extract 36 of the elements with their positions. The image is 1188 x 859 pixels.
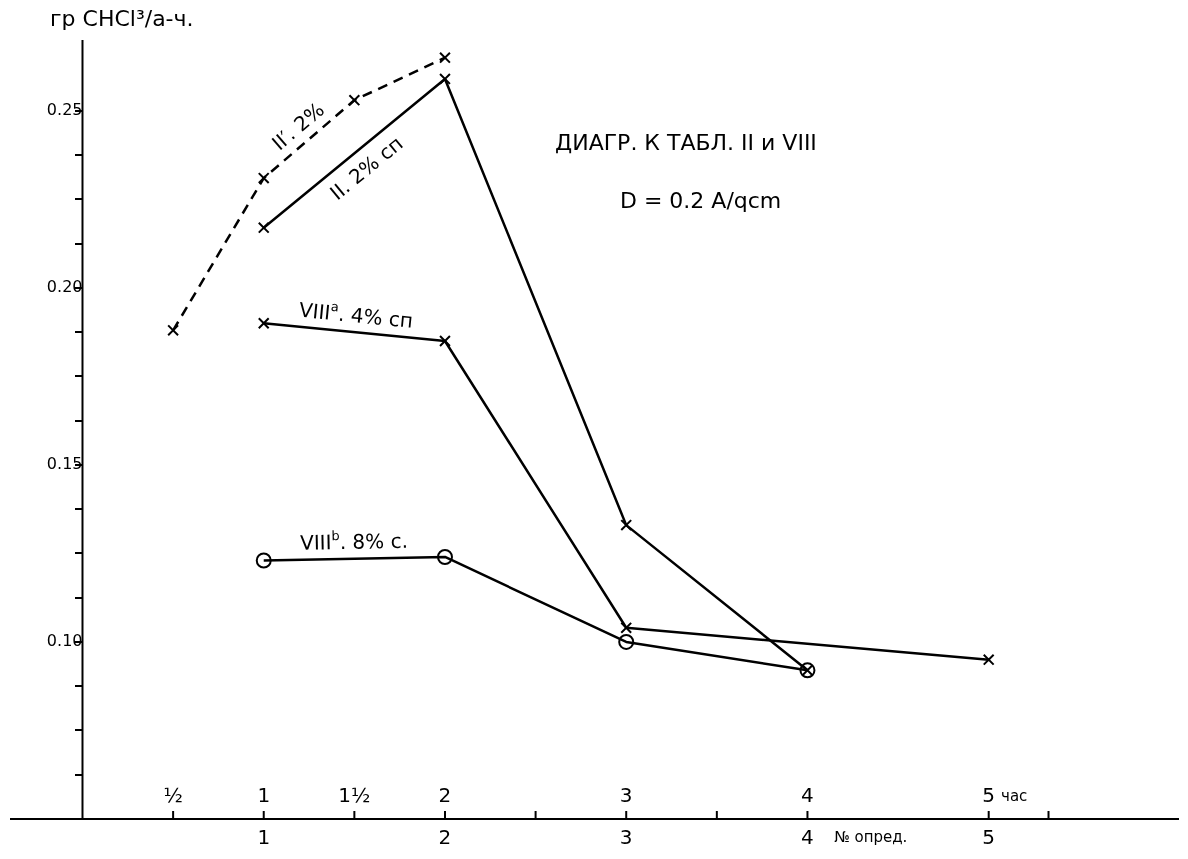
point	[439, 73, 451, 85]
text: VIIIa. 4% сп	[298, 297, 415, 333]
x2-tick-label: ½	[163, 783, 183, 808]
x2-tick-label: 1	[257, 783, 271, 808]
point	[257, 221, 270, 234]
point	[439, 335, 451, 347]
point	[436, 548, 453, 565]
text: ДИАГР. К ТАБЛ. II и VIII	[555, 130, 817, 155]
x-axis-title: № опред.	[834, 828, 908, 847]
point	[348, 94, 361, 107]
x-tick-label: 5	[982, 825, 996, 850]
point	[257, 172, 270, 185]
x2-axis-title: час	[1001, 787, 1028, 806]
x-tick-label: 2	[438, 825, 452, 850]
x-tick-label: 1	[257, 825, 271, 850]
y-tick-label: 0.10	[46, 631, 83, 651]
point	[618, 633, 635, 650]
x-tick-label: 3	[619, 825, 633, 850]
point	[439, 51, 451, 64]
point	[167, 324, 180, 337]
point	[982, 653, 995, 666]
y-tick-label: 0.15	[46, 454, 83, 474]
x2-tick-label: 3	[619, 783, 633, 808]
y-tick-label: 0.25	[46, 99, 83, 119]
x2-tick-label: 5	[982, 783, 996, 808]
text: D = 0.2 A/qcm	[620, 188, 782, 213]
x-tick-label: 4	[801, 825, 814, 850]
x2-tick-label: 4	[801, 783, 814, 808]
point	[620, 519, 633, 532]
point	[257, 317, 270, 330]
point	[255, 552, 272, 569]
point	[620, 621, 633, 634]
x2-tick-label: 2	[438, 783, 452, 808]
y-tick-label: 0.20	[46, 277, 83, 297]
y-axis-title: гр CHCl³/а-ч.	[50, 6, 194, 31]
x2-tick-label: 1½	[338, 783, 371, 808]
